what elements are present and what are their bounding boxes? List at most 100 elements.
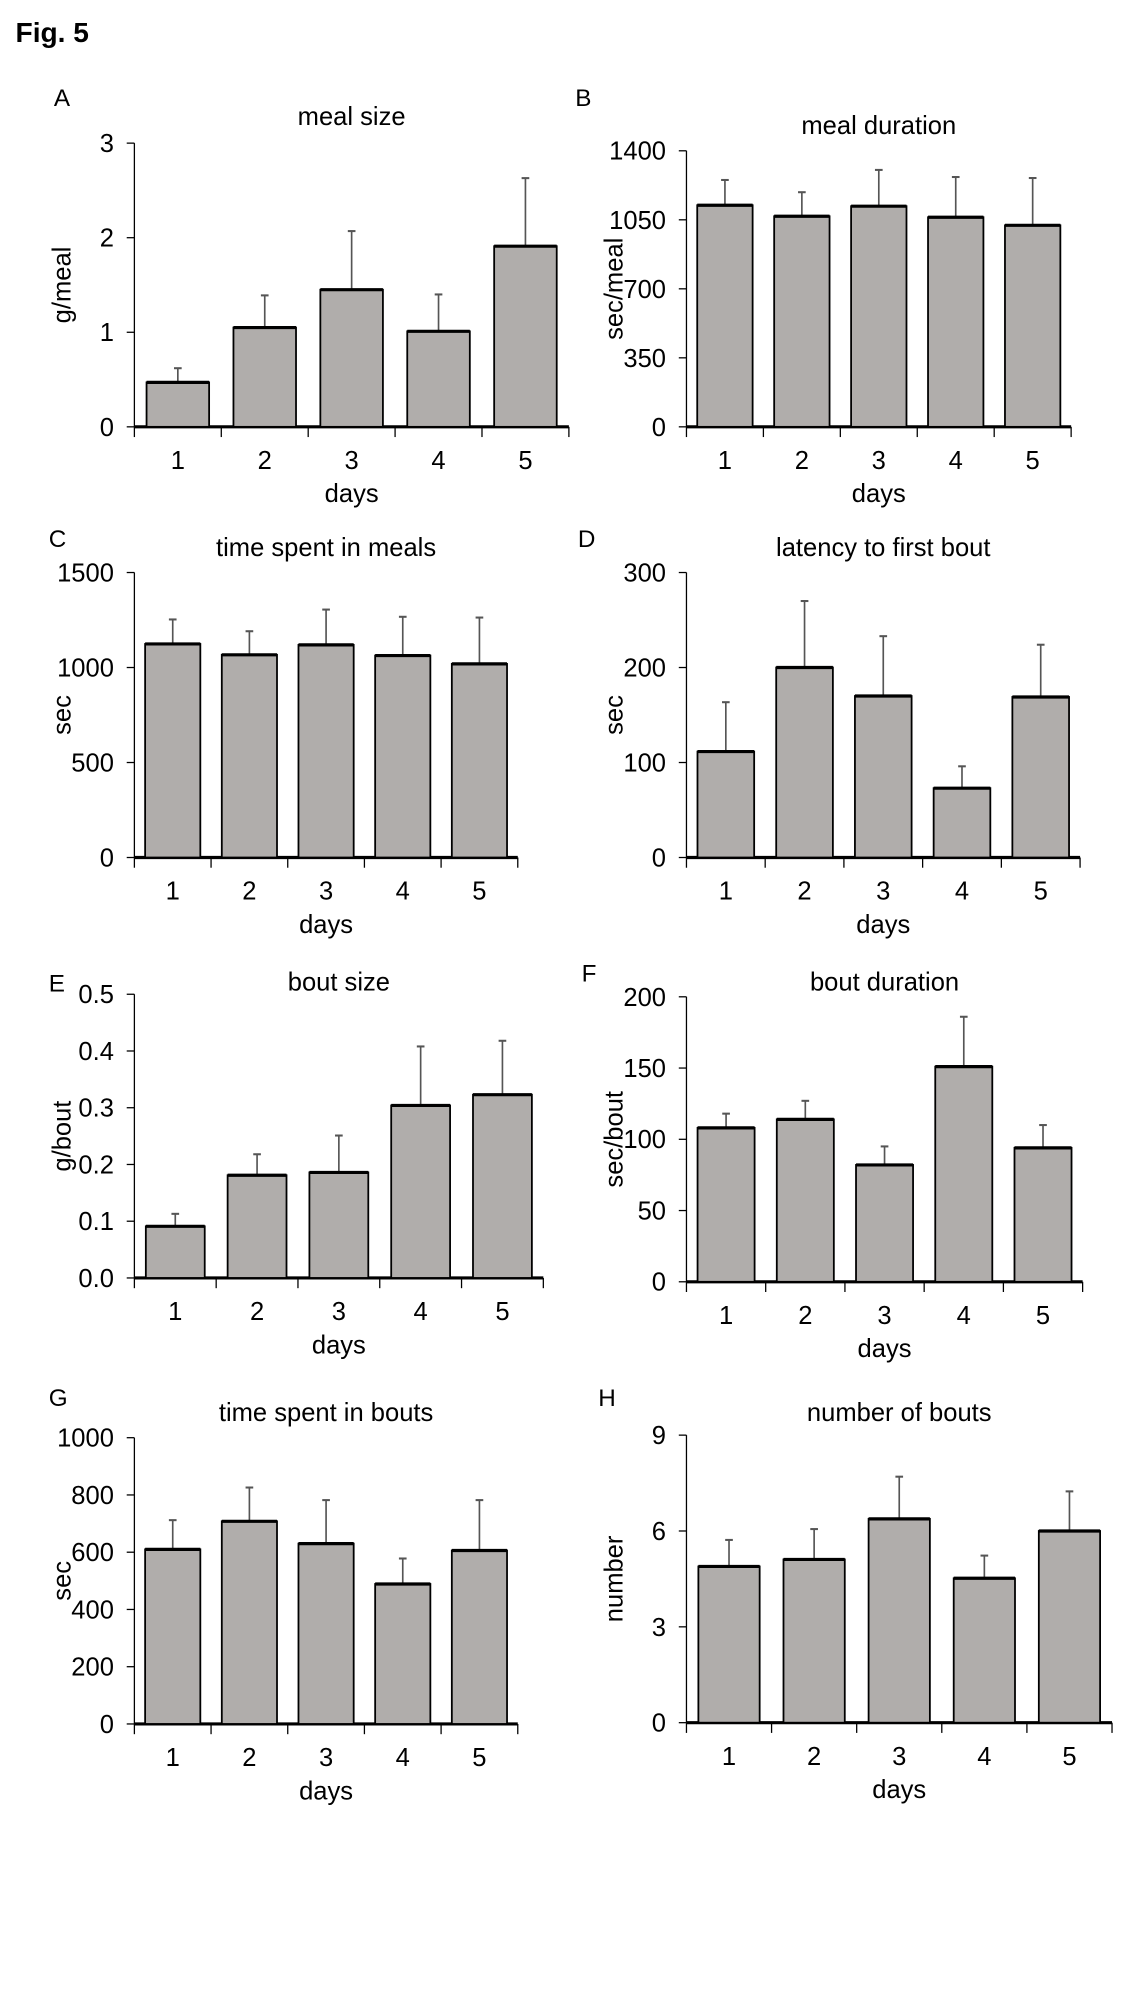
- x-tick-label: 5: [1036, 1302, 1050, 1330]
- x-tick-label: 1: [166, 878, 180, 906]
- y-tick-label: 6: [652, 1518, 666, 1546]
- y-tick-label: 0: [652, 1710, 666, 1738]
- y-tick-label: 3: [652, 1614, 666, 1642]
- bar: [775, 1118, 835, 1283]
- x-tick-label: 2: [258, 447, 272, 475]
- bar: [696, 1127, 756, 1283]
- y-tick-label: 200: [71, 1654, 114, 1682]
- y-axis-label: sec: [48, 695, 76, 735]
- x-tick-label: 5: [1026, 447, 1040, 475]
- x-tick-label: 1: [718, 447, 732, 475]
- y-tick-label: 600: [71, 1539, 114, 1567]
- bar: [934, 1065, 994, 1283]
- bar: [1013, 1146, 1073, 1283]
- bar: [867, 1517, 931, 1724]
- y-tick-label: 100: [623, 749, 666, 777]
- y-axis-label: sec/bout: [601, 1091, 629, 1188]
- x-tick-label: 2: [250, 1298, 264, 1326]
- chart-title: number of bouts: [807, 1399, 992, 1427]
- x-tick-label: 5: [1062, 1743, 1076, 1771]
- bar: [472, 1093, 533, 1279]
- x-tick-label: 3: [877, 1302, 891, 1330]
- x-tick-label: 4: [396, 878, 410, 906]
- bar: [773, 215, 831, 428]
- y-tick-label: 0.3: [78, 1095, 114, 1123]
- x-axis-label: days: [852, 480, 906, 508]
- y-tick-label: 0.0: [78, 1265, 114, 1293]
- y-tick-label: 350: [623, 345, 666, 373]
- panel-label: H: [598, 1385, 616, 1412]
- y-tick-label: 800: [71, 1482, 114, 1510]
- x-tick-label: 3: [345, 447, 359, 475]
- x-tick-label: 4: [957, 1302, 971, 1330]
- y-axis-label: g/meal: [48, 247, 76, 324]
- x-tick-label: 1: [171, 447, 185, 475]
- x-tick-label: 2: [242, 878, 256, 906]
- x-tick-label: 1: [166, 1744, 180, 1772]
- chart-title: time spent in meals: [216, 534, 436, 562]
- panel-label: E: [49, 971, 65, 998]
- y-axis-label: sec/meal: [601, 238, 629, 340]
- bar: [927, 216, 985, 428]
- x-tick-label: 4: [949, 447, 963, 475]
- x-tick-label: 1: [168, 1298, 182, 1326]
- bar: [374, 654, 432, 859]
- x-tick-label: 5: [472, 878, 486, 906]
- y-tick-label: 1000: [57, 1425, 114, 1453]
- y-tick-label: 1050: [609, 207, 666, 235]
- bar: [854, 695, 913, 859]
- x-tick-label: 2: [795, 447, 809, 475]
- y-tick-label: 400: [71, 1596, 114, 1624]
- bar: [696, 204, 754, 428]
- chart-title: bout duration: [810, 968, 959, 996]
- bar: [220, 653, 278, 859]
- x-tick-label: 1: [719, 1302, 733, 1330]
- bar: [406, 330, 471, 428]
- bar: [232, 326, 297, 428]
- bar: [1037, 1530, 1101, 1724]
- x-tick-label: 5: [472, 1744, 486, 1772]
- y-tick-label: 200: [623, 984, 666, 1012]
- bar: [697, 1565, 761, 1724]
- x-tick-label: 4: [396, 1744, 410, 1772]
- x-axis-label: days: [325, 480, 379, 508]
- bar: [493, 245, 558, 428]
- bar: [308, 1171, 370, 1279]
- y-tick-label: 0.4: [78, 1038, 114, 1066]
- panel-label: F: [582, 960, 597, 987]
- x-axis-label: days: [872, 1776, 926, 1804]
- x-tick-label: 1: [719, 878, 733, 906]
- x-tick-label: 3: [872, 447, 886, 475]
- y-tick-label: 0.2: [78, 1151, 114, 1179]
- x-tick-label: 4: [955, 878, 969, 906]
- x-tick-label: 4: [431, 447, 445, 475]
- chart-title: latency to first bout: [776, 534, 990, 562]
- y-tick-label: 0: [100, 1711, 114, 1739]
- y-tick-label: 3: [100, 130, 114, 158]
- chart-title: time spent in bouts: [219, 1399, 433, 1427]
- panel-label: C: [49, 526, 67, 553]
- y-tick-label: 200: [623, 654, 666, 682]
- y-tick-label: 2: [100, 225, 114, 253]
- bar: [855, 1164, 914, 1283]
- y-tick-label: 0.1: [78, 1208, 114, 1236]
- x-axis-label: days: [858, 1335, 912, 1363]
- x-tick-label: 3: [892, 1743, 906, 1771]
- y-tick-label: 0: [652, 1269, 666, 1297]
- y-tick-label: 700: [623, 276, 666, 304]
- y-tick-label: 300: [623, 559, 666, 587]
- x-axis-label: days: [856, 911, 910, 939]
- x-tick-label: 3: [319, 878, 333, 906]
- y-tick-label: 0.5: [78, 981, 114, 1009]
- y-tick-label: 1: [100, 319, 114, 347]
- chart-title: meal size: [298, 103, 406, 131]
- bar: [932, 787, 992, 859]
- y-axis-label: sec: [48, 1561, 76, 1601]
- x-axis-label: days: [312, 1331, 366, 1359]
